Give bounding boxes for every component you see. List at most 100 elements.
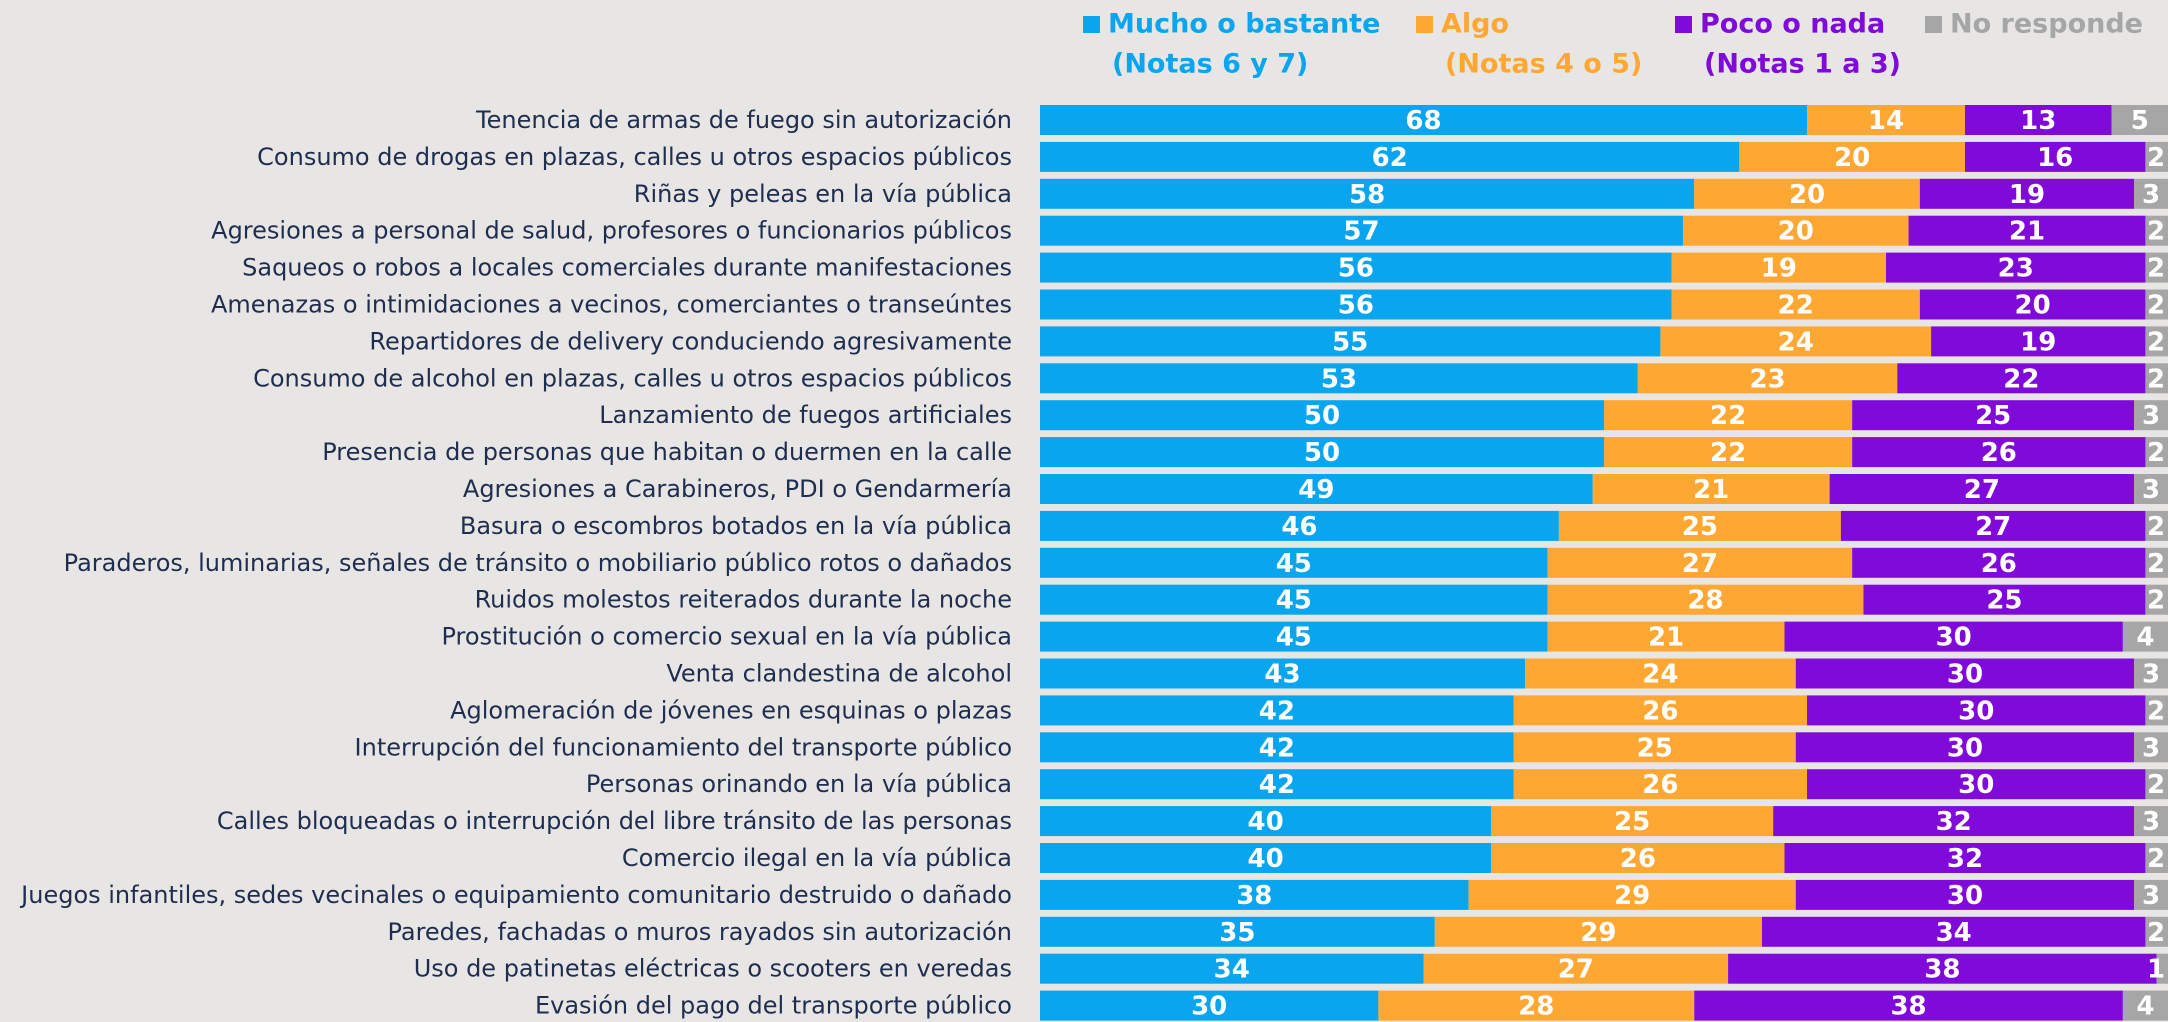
value-label: 23 (1998, 254, 2034, 284)
legend-sublabel: (Notas 4 o 5) (1445, 49, 1642, 80)
value-label: 30 (1947, 733, 1983, 763)
bar-segment (1525, 658, 1796, 689)
bar-segment (1852, 400, 2135, 431)
bar-segment (1919, 289, 2146, 320)
bar-segment (1852, 437, 2146, 468)
category-label: Interrupción del funcionamiento del tran… (355, 733, 1012, 761)
value-label: 20 (1834, 143, 1870, 173)
value-label: 19 (2020, 327, 2056, 357)
bar-segment (1964, 105, 2112, 135)
bar-segment (1694, 990, 2123, 1021)
value-label: 2 (2147, 327, 2165, 357)
bar-segment (1795, 879, 2135, 910)
value-label: 3 (2142, 881, 2160, 911)
bar-segment (1840, 510, 2146, 541)
bar-segment (1784, 843, 2146, 873)
bar-segment (1795, 658, 2135, 689)
bar-segment (2134, 732, 2168, 763)
category-label: Juegos infantiles, sedes vecinales o equ… (19, 881, 1012, 909)
category-label: Saqueos o robos a locales comerciales du… (242, 254, 1012, 282)
bar-segment (1040, 141, 1740, 172)
legend-swatch (1925, 16, 1942, 33)
value-label: 38 (1236, 881, 1272, 911)
value-label: 2 (2147, 844, 2165, 874)
value-label: 26 (1981, 438, 2017, 468)
value-label: 2 (2147, 696, 2165, 726)
value-label: 21 (2009, 217, 2045, 247)
bar-segment (1040, 621, 1548, 652)
bar-segment (1040, 510, 1559, 541)
bar-segment (1423, 953, 1729, 984)
value-label: 27 (1964, 475, 2000, 505)
bar-segment (1829, 474, 2135, 504)
category-label: Prostitución o comercio sexual en la vía… (441, 623, 1012, 651)
value-label: 2 (2147, 438, 2165, 468)
value-label: 13 (2020, 106, 2056, 136)
value-label: 4 (2136, 623, 2154, 653)
bar-segment (2134, 806, 2168, 837)
bar-segment (1040, 363, 1638, 394)
bar-segment (1040, 289, 1672, 320)
value-label: 38 (1924, 955, 1960, 985)
bar-segment (1807, 695, 2146, 726)
bar-segment (1886, 252, 2146, 283)
value-label: 42 (1259, 770, 1295, 800)
bar-segment (2122, 990, 2168, 1021)
category-label: Comercio ilegal en la vía pública (622, 844, 1012, 872)
bar-segment (1040, 732, 1514, 763)
bar-segment (1671, 252, 1886, 283)
bar-segment (1739, 141, 1965, 172)
bar-segment (1773, 806, 2135, 837)
bar-segment (1040, 879, 1469, 910)
bar-segment (1547, 584, 1864, 615)
value-label: 3 (2142, 733, 2160, 763)
value-label: 24 (1778, 327, 1814, 357)
value-label: 30 (1958, 770, 1994, 800)
value-label: 56 (1338, 291, 1374, 321)
bar-segment (1040, 695, 1514, 726)
value-label: 27 (1558, 955, 1594, 985)
value-label: 19 (1761, 254, 1797, 284)
value-label: 21 (1693, 475, 1729, 505)
category-label: Agresiones a personal de salud, profesor… (211, 217, 1012, 245)
value-label: 25 (1682, 512, 1718, 542)
value-label: 32 (1947, 844, 1983, 874)
category-label: Consumo de drogas en plazas, calles u ot… (257, 143, 1012, 171)
bar-segment (1040, 769, 1514, 800)
value-label: 19 (2009, 180, 2045, 210)
value-label: 2 (2147, 770, 2165, 800)
value-label: 26 (1981, 549, 2017, 579)
legend-label: Algo (1441, 9, 1509, 40)
value-label: 5 (2131, 106, 2149, 136)
legend-label: Poco o nada (1700, 9, 1885, 40)
bar-segment (2134, 178, 2168, 209)
bar-segment (1908, 215, 2146, 246)
bar-segment (2156, 953, 2168, 984)
bar-segment (1863, 584, 2146, 615)
bar-segment (2134, 658, 2168, 689)
bar-segment (1964, 141, 2146, 172)
value-label: 20 (1789, 180, 1825, 210)
value-label: 25 (1614, 807, 1650, 837)
category-label: Venta clandestina de alcohol (666, 660, 1012, 688)
bar-segment (1807, 105, 1965, 135)
bar-segment (1931, 326, 2146, 357)
value-label: 22 (1710, 438, 1746, 468)
value-label: 50 (1304, 438, 1340, 468)
value-label: 26 (1620, 844, 1656, 874)
value-label: 57 (1343, 217, 1379, 247)
legend-swatch (1416, 16, 1433, 33)
category-label: Tenencia de armas de fuego sin autorizac… (475, 106, 1012, 134)
value-label: 2 (2147, 291, 2165, 321)
category-label: Ruidos molestos reiterados durante la no… (475, 586, 1012, 614)
value-label: 24 (1642, 660, 1678, 690)
value-label: 22 (1710, 401, 1746, 431)
category-label: Amenazas o intimidaciones a vecinos, com… (211, 291, 1012, 319)
bar-segment (1547, 621, 1785, 652)
bar-segment (1671, 289, 1920, 320)
value-label: 2 (2147, 586, 2165, 616)
bar-segment (2145, 215, 2168, 246)
value-label: 30 (1958, 696, 1994, 726)
value-label: 30 (1947, 660, 1983, 690)
